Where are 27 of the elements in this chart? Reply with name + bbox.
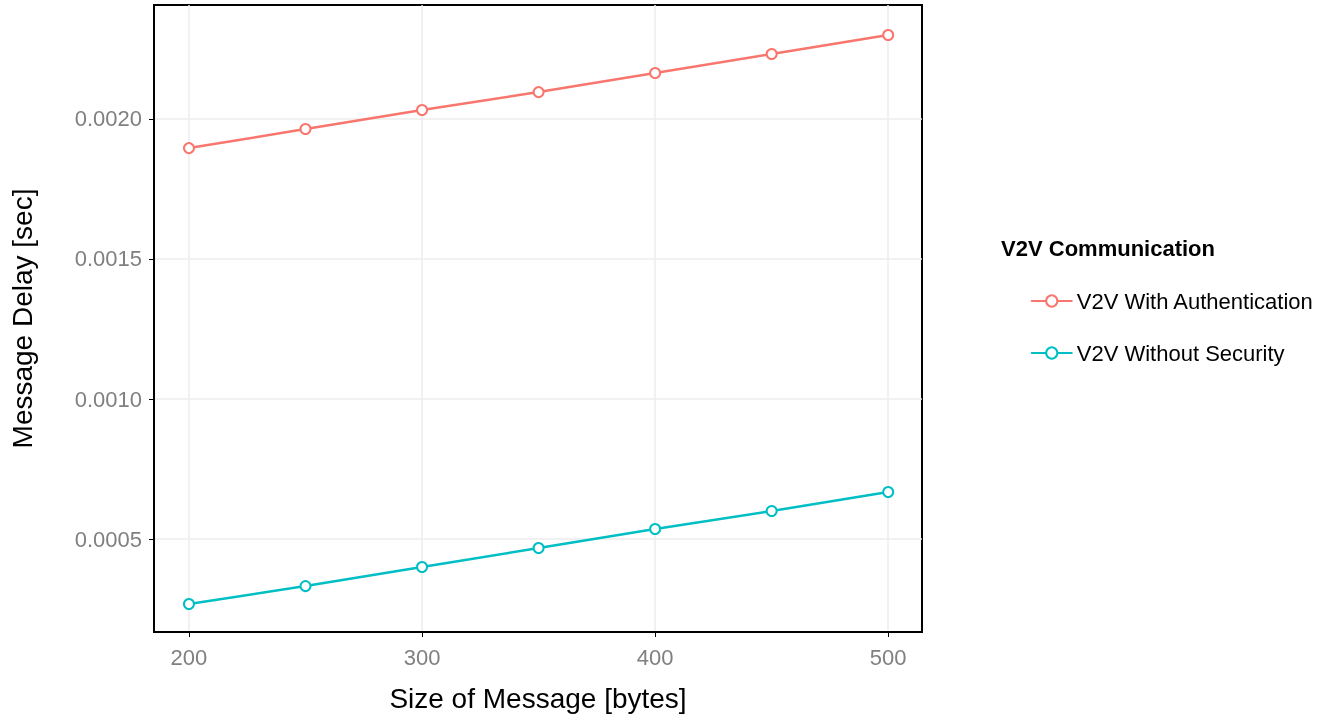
legend-title: V2V Communication — [1001, 235, 1215, 261]
point — [882, 28, 895, 41]
point — [182, 598, 195, 610]
legend-label: V2V With Authentication — [1076, 288, 1313, 314]
point — [182, 142, 195, 155]
point — [649, 67, 662, 80]
y-tick-label: 0.0005 — [74, 526, 142, 552]
y-tick-label: 0.0015 — [74, 246, 142, 272]
x-tick-label: 200 — [170, 644, 208, 670]
point — [532, 541, 545, 554]
x-tick-label: 400 — [636, 644, 674, 670]
point — [416, 104, 429, 117]
point — [765, 505, 778, 518]
y-tick-label: 0.0020 — [74, 106, 142, 132]
point — [299, 580, 312, 593]
x-axis-title: Size of Message [bytes] — [389, 682, 687, 714]
point — [765, 48, 778, 60]
x-tick-label: 300 — [403, 644, 441, 670]
y-tick-label: 0.0010 — [74, 386, 142, 412]
point — [882, 485, 895, 498]
x-tick-label: 500 — [869, 644, 907, 670]
point — [649, 522, 662, 535]
point — [416, 561, 429, 574]
legend-label: V2V Without Security — [1076, 340, 1285, 366]
y-axis-title: Message Delay [sec] — [6, 188, 38, 449]
point — [299, 123, 312, 136]
point — [532, 86, 545, 99]
